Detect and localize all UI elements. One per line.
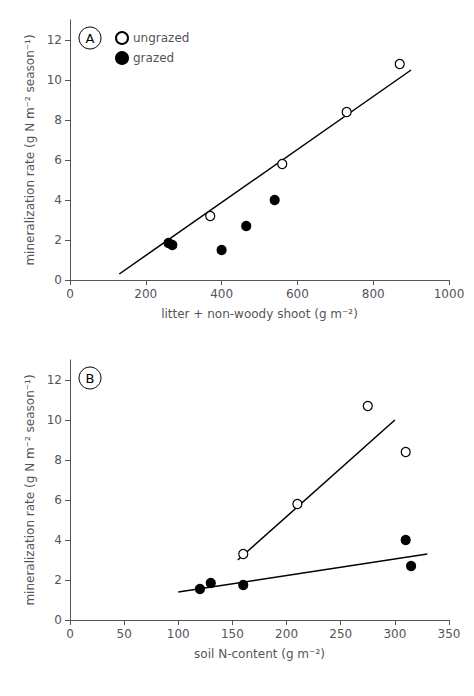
svg-text:A: A: [86, 31, 95, 46]
svg-text:0: 0: [66, 287, 74, 301]
svg-text:8: 8: [54, 453, 62, 467]
svg-text:1000: 1000: [434, 287, 465, 301]
svg-text:12: 12: [47, 33, 62, 47]
svg-text:0: 0: [66, 627, 74, 641]
svg-text:mineralization rate (g N m⁻² s: mineralization rate (g N m⁻² season⁻¹): [23, 374, 37, 605]
svg-text:50: 50: [117, 627, 132, 641]
svg-text:2: 2: [54, 233, 62, 247]
svg-text:4: 4: [54, 193, 62, 207]
svg-text:12: 12: [47, 373, 62, 387]
svg-text:litter + non-woody shoot (g m⁻: litter + non-woody shoot (g m⁻²): [161, 307, 358, 321]
svg-text:8: 8: [54, 113, 62, 127]
svg-text:400: 400: [210, 287, 233, 301]
svg-text:grazed: grazed: [133, 51, 174, 65]
svg-text:soil N-content (g m⁻²): soil N-content (g m⁻²): [194, 647, 325, 661]
svg-text:200: 200: [275, 627, 298, 641]
svg-text:250: 250: [329, 627, 352, 641]
svg-text:10: 10: [47, 413, 62, 427]
svg-text:4: 4: [54, 533, 62, 547]
svg-text:0: 0: [54, 613, 62, 627]
svg-text:300: 300: [383, 627, 406, 641]
svg-text:ungrazed: ungrazed: [133, 31, 189, 45]
svg-text:0: 0: [54, 273, 62, 287]
svg-text:6: 6: [54, 153, 62, 167]
svg-text:350: 350: [438, 627, 461, 641]
svg-text:10: 10: [47, 73, 62, 87]
svg-text:100: 100: [167, 627, 190, 641]
svg-text:200: 200: [134, 287, 157, 301]
svg-text:600: 600: [286, 287, 309, 301]
svg-text:B: B: [86, 371, 95, 386]
svg-text:800: 800: [362, 287, 385, 301]
svg-text:mineralization rate (g N m⁻² s: mineralization rate (g N m⁻² season⁻¹): [23, 34, 37, 265]
svg-text:6: 6: [54, 493, 62, 507]
svg-text:2: 2: [54, 573, 62, 587]
svg-text:150: 150: [221, 627, 244, 641]
